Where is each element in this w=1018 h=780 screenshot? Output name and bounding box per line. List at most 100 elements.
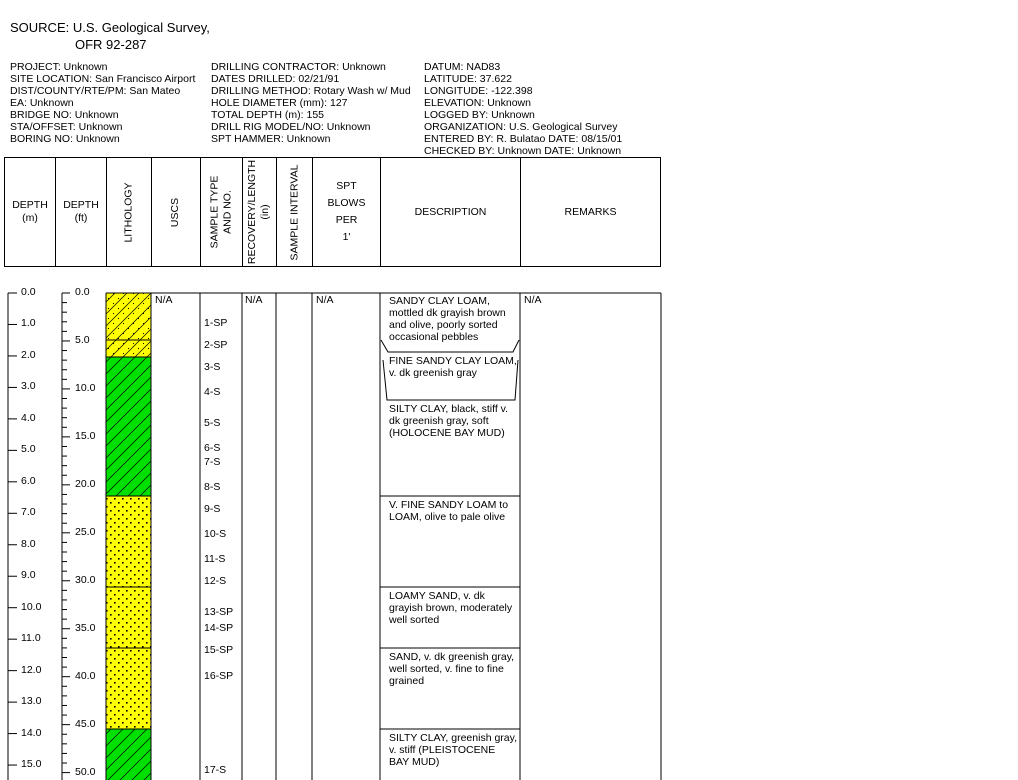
header-text: BLOWS (327, 197, 366, 209)
description-text: SAND, v. dk greenish gray, well sorted, … (389, 651, 515, 687)
meta-longitude: LONGITUDE: -122.398 (424, 85, 533, 97)
sample-label: 2-SP (204, 339, 228, 351)
meta-drill-rig: DRILL RIG MODEL/NO: Unknown (211, 121, 371, 133)
scale-label-m: 14.0 (21, 726, 42, 739)
scale-label-m: 0.0 (21, 286, 36, 298)
scale-label-m: 13.0 (21, 695, 42, 708)
scale-label-ft: 50.0 (75, 765, 96, 778)
dot-pattern (106, 496, 151, 587)
meta-dates-drilled: DATES DRILLED: 02/21/91 (211, 73, 340, 85)
scale-label-m: 11.0 (21, 632, 41, 645)
header-uscs: USCS (152, 158, 201, 266)
header-text: (ft) (74, 212, 88, 224)
dot-pattern (106, 293, 151, 340)
depth-ft-scale (61, 292, 70, 780)
meta-organization: ORGANIZATION: U.S. Geological Survey (424, 121, 618, 133)
scale-label-ft: 40.0 (75, 669, 96, 682)
dot-pattern (106, 648, 151, 729)
sample-label: 3-S (204, 361, 221, 373)
sample-label: 7-S (204, 456, 221, 468)
scale-label-ft: 30.0 (75, 573, 96, 586)
description-connector (382, 359, 519, 401)
lithology-column (106, 292, 151, 780)
scale-label-m: 12.0 (21, 663, 42, 676)
scale-label-m: 10.0 (21, 600, 42, 613)
scale-label-ft: 45.0 (75, 717, 96, 730)
source-line-1: SOURCE: U.S. Geological Survey, (10, 20, 210, 35)
sample-label: 12-S (204, 575, 227, 587)
remarks-value: N/A (524, 294, 542, 306)
meta-column-1: PROJECT: Unknown SITE LOCATION: San Fran… (10, 61, 195, 145)
header-text: PER (335, 214, 358, 226)
scale-label-m: 7.0 (21, 506, 36, 519)
scale-label-ft: 20.0 (75, 477, 96, 490)
scale-label-m: 9.0 (21, 569, 36, 582)
description-text: LOAMY SAND, v. dk grayish brown, moderat… (389, 590, 513, 626)
meta-spt-hammer: SPT HAMMER: Unknown (211, 133, 331, 145)
header-text: DEPTH (63, 199, 99, 211)
sample-label: 16-SP (204, 670, 234, 682)
hatch-pattern (106, 357, 151, 496)
hatch-pattern (106, 729, 151, 780)
header-text: 1' (342, 231, 351, 243)
header-description: DESCRIPTION (381, 158, 521, 266)
depth-m-scale (7, 292, 17, 780)
description-text: SANDY CLAY LOAM, mottled dk grayish brow… (389, 295, 506, 343)
meta-drilling-contractor: DRILLING CONTRACTOR: Unknown (211, 61, 386, 73)
meta-latitude: LATITUDE: 37.622 (424, 73, 512, 85)
header-depth-ft: DEPTH (ft) (56, 158, 107, 266)
body-grid (105, 292, 662, 780)
sample-label: 11-S (204, 553, 226, 565)
header-text: REMARKS (564, 205, 617, 218)
header-sample-type: SAMPLE TYPE AND NO. (201, 158, 243, 266)
description-text: V. FINE SANDY LOAM to LOAM, olive to pal… (389, 499, 509, 523)
recovery-value: N/A (245, 294, 263, 306)
sample-label: 6-S (204, 442, 221, 454)
header-text: (m) (22, 212, 38, 224)
meta-column-2: DRILLING CONTRACTOR: Unknown DATES DRILL… (211, 61, 411, 145)
meta-elevation: ELEVATION: Unknown (424, 97, 531, 109)
scale-label-m: 5.0 (21, 443, 36, 456)
header-remarks: REMARKS (521, 158, 660, 266)
description-text: SILTY CLAY, black, stiff v. dk greenish … (389, 403, 509, 439)
meta-ea: EA: Unknown (10, 97, 74, 109)
meta-bridge-no: BRIDGE NO: Unknown (10, 109, 119, 121)
sample-label: 10-S (204, 528, 227, 540)
sample-label: 1-SP (204, 317, 228, 329)
description-text: FINE SANDY CLAY LOAM, v. dk greenish gra… (389, 355, 517, 379)
meta-datum: DATUM: NAD83 (424, 61, 501, 73)
scale-label-m: 15.0 (21, 758, 42, 771)
dot-pattern (106, 340, 151, 357)
scale-label-ft: 10.0 (75, 381, 96, 394)
scale-label-m: 1.0 (21, 317, 36, 330)
scale-label-m: 3.0 (21, 380, 36, 393)
sample-label: 5-S (204, 417, 221, 429)
scale-label-ft: 5.0 (75, 333, 90, 346)
scale-label-ft: 0.0 (75, 286, 90, 298)
sample-label: 13-SP (204, 606, 234, 618)
source-line-2: OFR 92-287 (75, 37, 147, 52)
uscs-value: N/A (155, 294, 173, 306)
header-sample-interval: SAMPLE INTERVAL (277, 158, 313, 266)
sample-label: 4-S (204, 386, 221, 398)
meta-checked-by: CHECKED BY: Unknown DATE: Unknown (424, 145, 622, 157)
meta-column-3: DATUM: NAD83 LATITUDE: 37.622 LONGITUDE:… (424, 61, 622, 157)
meta-hole-diameter: HOLE DIAMETER (mm): 127 (211, 97, 348, 109)
scale-label-ft: 35.0 (75, 621, 96, 634)
sample-label: 14-SP (204, 622, 234, 634)
sample-label: 15-SP (204, 644, 234, 656)
description-text: SILTY CLAY, greenish gray, v. stiff (PLE… (389, 732, 518, 768)
meta-logged-by: LOGGED BY: Unknown (424, 109, 535, 121)
sample-label: 9-S (204, 503, 221, 515)
scale-label-m: 6.0 (21, 474, 36, 487)
header-depth-m: DEPTH (m) (5, 158, 56, 266)
meta-total-depth: TOTAL DEPTH (m): 155 (211, 109, 324, 121)
meta-drilling-method: DRILLING METHOD: Rotary Wash w/ Mud (211, 85, 411, 97)
scale-label-m: 4.0 (21, 411, 36, 424)
dot-pattern (106, 587, 151, 648)
header-lithology: LITHOLOGY (107, 158, 152, 266)
header-text: SPT (336, 180, 357, 192)
meta-dist-county: DIST/COUNTY/RTE/PM: San Mateo (10, 85, 181, 97)
column-header-row: DEPTH (m) DEPTH (ft) LITHOLOGY USCS SAMPLE… (4, 157, 661, 267)
